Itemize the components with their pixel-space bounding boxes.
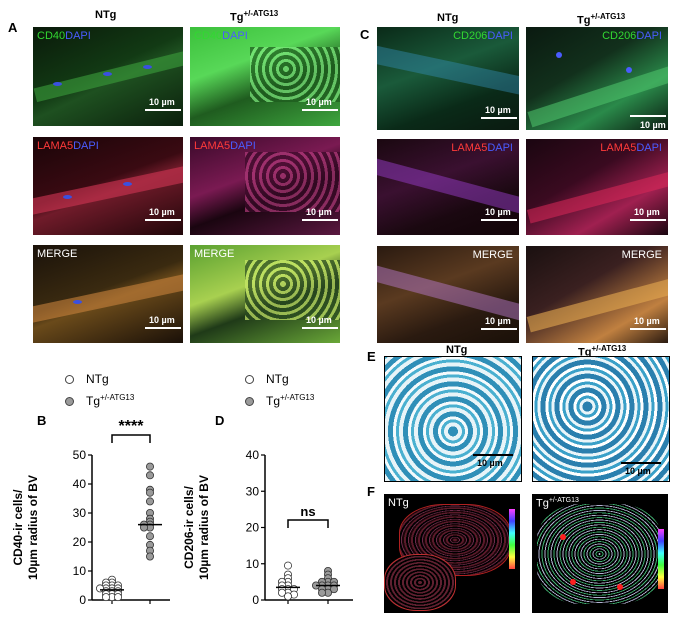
legend-d-ntg: NTg [245,372,314,386]
significance-bracket [111,434,151,443]
y-tick-label: 40 [73,477,87,491]
column-header-tg-c: Tg+/-ATG13 [577,12,626,27]
image-c-tg-lama5: LAMA5DAPI 10 µm [526,139,668,235]
image-a-tg-merge: MERGE 10 µm [190,245,340,343]
column-header-ntg-a: NTg [95,9,117,21]
y-tick-label: 0 [252,593,259,607]
y-tick-label: 40 [246,448,260,462]
panel-label-f: F [367,484,375,499]
y-axis-label: CD40-ir cells/ [11,489,25,566]
significance-label: ns [300,504,315,519]
image-c-ntg-lama5: LAMA5DAPI 10 µm [377,139,519,235]
data-point [145,552,154,561]
significance-label: **** [119,420,145,435]
chart-b: 0 10 20 30 40 50 CD40-ir cells/10µm radius of … [11,420,170,607]
panel-label-c: C [360,27,370,42]
charts-b-d: 0 10 20 30 40 50 CD40-ir cells/10µm radius of … [11,420,353,607]
image-c-ntg-cd206: CD206DAPI 10 µm [377,27,519,130]
panel-label-a: A [8,20,18,35]
y-tick-label: 20 [246,521,260,535]
legend-b-tg: Tg+/-ATG13 [65,393,134,408]
image-e-ntg: 10 µm [384,356,522,482]
y-axis-label: CD206-ir cells/ [182,485,196,568]
y-tick-label: 30 [246,484,260,498]
image-a-tg-cd40: CD40DAPI 10 µm [190,27,340,126]
column-header-ntg-c: NTg [437,12,459,24]
image-a-tg-lama5: LAMA5DAPI 10 µm [190,137,340,235]
data-point [145,532,154,541]
panel-label-b: B [37,413,47,428]
chart-d: 0 10 20 30 40 CD206-ir cells/10µm radius of B… [182,448,353,607]
legend-b-ntg: NTg [65,372,134,386]
panel-label-e: E [367,349,376,364]
column-header-tg-a: Tg+/-ATG13 [230,9,279,24]
image-c-tg-merge: MERGE 10 µm [526,246,668,343]
data-point [283,592,292,601]
image-f-ntg: NTg [384,494,520,613]
data-point [102,593,111,602]
filled-circle-icon [65,397,74,407]
open-circle-icon [65,375,74,385]
y-tick-label: 10 [73,564,87,578]
y-tick-label: 10 [246,557,260,571]
data-point [145,497,154,506]
y-tick-label: 20 [73,535,87,549]
y-axis-label: 10µm radius of BV [26,475,40,580]
image-a-ntg-merge: MERGE 10 µm [33,245,183,343]
image-c-tg-cd206: CD206DAPI 10 µm [526,27,668,130]
y-tick-label: 0 [79,593,86,607]
data-point [145,471,154,480]
image-e-tg: 10 µm [532,356,670,482]
data-point [283,561,292,570]
y-tick-label: 50 [73,448,87,462]
y-tick-label: 30 [73,506,87,520]
data-point [145,462,154,471]
image-f-tg: Tg+/-ATG13 [532,494,668,613]
y-axis-label: 10µm radius of BV [197,475,211,580]
filled-circle-icon [245,397,254,407]
data-point [277,588,286,597]
image-c-ntg-merge: MERGE 10 µm [377,246,519,343]
image-a-ntg-cd40: CD40DAPI 10 µm [33,27,183,126]
open-circle-icon [245,375,254,385]
panel-label-d: D [215,413,225,428]
legend-d: NTg Tg+/-ATG13 [245,372,314,408]
significance-bracket [287,519,329,528]
image-a-ntg-lama5: LAMA5DAPI 10 µm [33,137,183,235]
data-point [317,588,326,597]
legend-d-tg: Tg+/-ATG13 [245,393,314,408]
column-header-tg-e: Tg+/-ATG13 [578,344,627,359]
column-header-ntg-e: NTg [446,344,468,356]
data-point [114,593,123,602]
legend-b: NTg Tg+/-ATG13 [65,372,134,408]
data-point [145,488,154,497]
